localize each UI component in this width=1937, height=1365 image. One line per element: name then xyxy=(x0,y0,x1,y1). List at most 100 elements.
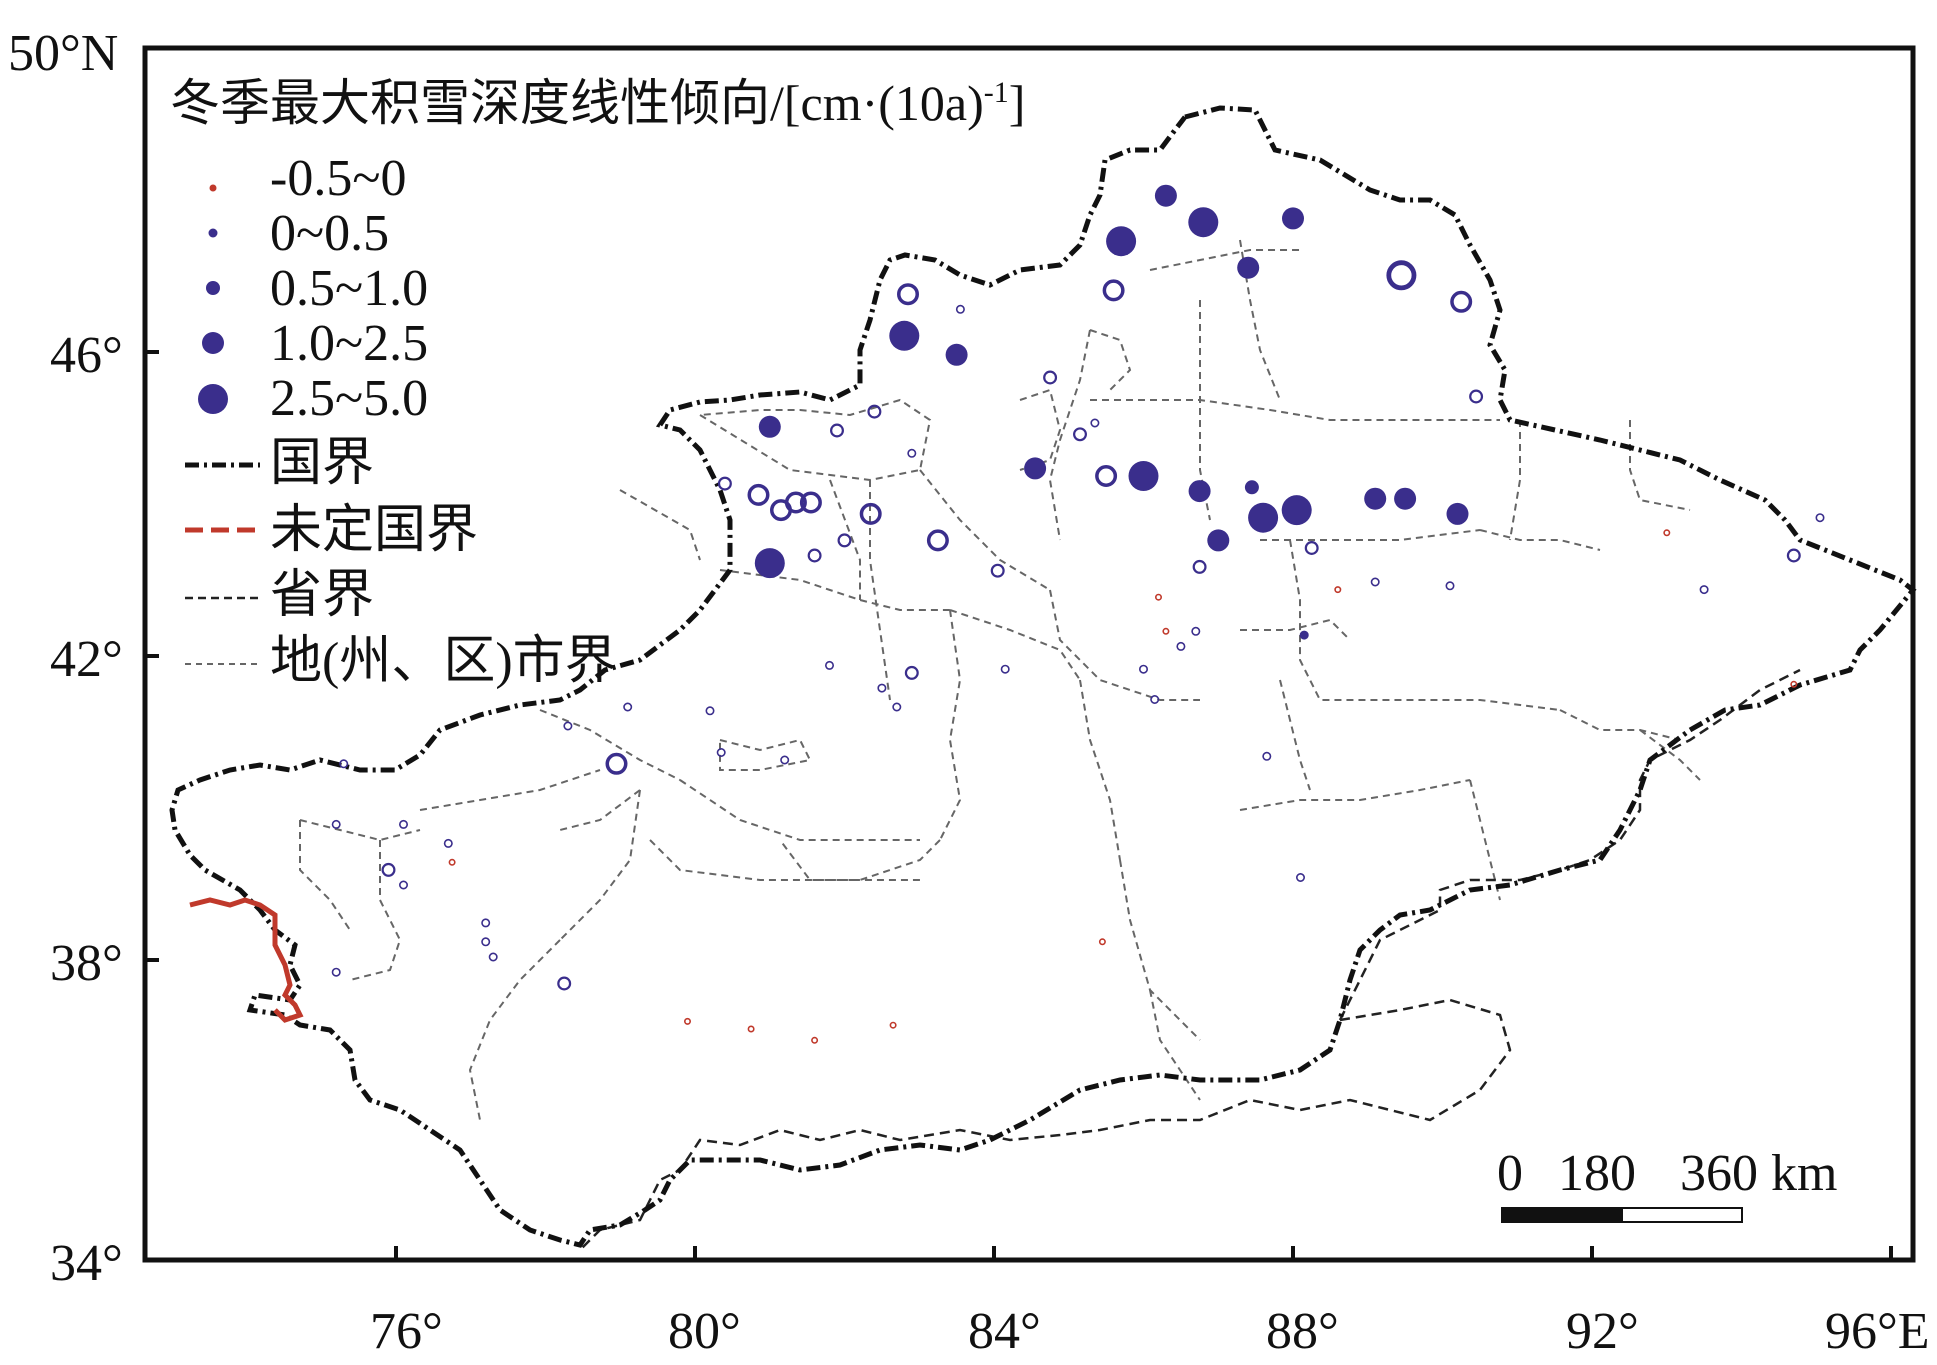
x-tick-92: 92° xyxy=(1566,1303,1639,1360)
legend-label-undetermined: 未定国界 xyxy=(270,502,478,559)
x-tick-76: 76° xyxy=(370,1303,443,1360)
station-marker xyxy=(807,548,822,563)
station-marker xyxy=(1815,513,1825,523)
station-marker xyxy=(481,918,491,928)
legend-marker-class-1 xyxy=(209,184,217,192)
station-marker xyxy=(339,759,349,769)
station-marker xyxy=(1237,256,1260,279)
station-marker xyxy=(897,283,919,306)
station-marker xyxy=(1244,480,1259,495)
station-marker xyxy=(705,706,715,716)
station-marker xyxy=(877,683,887,693)
scale-label-360: 360 km xyxy=(1680,1145,1837,1202)
station-marker xyxy=(784,491,807,514)
station-marker xyxy=(747,483,770,506)
legend-marker-class-2 xyxy=(208,228,218,238)
station-marker xyxy=(830,423,844,438)
station-marker xyxy=(747,1025,755,1033)
scale-bar-white xyxy=(1621,1207,1743,1223)
station-marker xyxy=(1162,627,1170,635)
station-marker xyxy=(1334,586,1342,594)
station-marker xyxy=(1296,872,1306,882)
station-marker xyxy=(717,476,732,491)
y-axis-labels: 50°N 46° 42° 38° 34° xyxy=(8,25,123,1292)
legend-marker-class-5 xyxy=(198,384,228,414)
station-marker xyxy=(1139,664,1149,674)
station-marker xyxy=(1150,694,1160,704)
scale-bar-black xyxy=(1501,1207,1623,1223)
undetermined-border xyxy=(189,897,304,1023)
station-marker xyxy=(907,448,917,458)
station-marker xyxy=(605,752,628,775)
station-marker xyxy=(945,343,968,366)
station-marker xyxy=(1024,457,1047,480)
map-frame xyxy=(142,45,1916,1263)
station-marker xyxy=(867,404,882,419)
station-marker xyxy=(1188,207,1219,238)
station-marker xyxy=(799,491,822,514)
station-marker xyxy=(1663,529,1671,537)
station-marker xyxy=(1000,664,1010,674)
station-marker xyxy=(1106,226,1137,257)
station-marker xyxy=(990,563,1005,578)
scale-label-180: 180 xyxy=(1558,1145,1636,1202)
station-marker xyxy=(557,976,572,991)
legend-label-class-2: 0~0.5 xyxy=(270,205,389,262)
legend-label-provincial: 省界 xyxy=(270,567,374,624)
station-marker xyxy=(331,819,341,829)
station-marker xyxy=(926,529,949,552)
station-marker xyxy=(1191,626,1201,636)
legend-marker-class-3 xyxy=(206,281,220,295)
station-marker xyxy=(1248,502,1279,533)
station-marker xyxy=(1386,260,1417,291)
station-marker xyxy=(1790,680,1798,688)
scale-label-0: 0 xyxy=(1497,1145,1523,1202)
station-marker xyxy=(1469,389,1484,404)
legend-label-prefecture: 地(州、区)市界 xyxy=(270,633,617,690)
station-marker xyxy=(1304,541,1319,555)
station-marker xyxy=(1192,559,1207,574)
x-tick-84: 84° xyxy=(968,1303,1041,1360)
station-marker xyxy=(955,304,965,314)
station-marker xyxy=(1154,184,1177,207)
station-marker xyxy=(1450,290,1473,313)
station-marker xyxy=(1128,461,1159,491)
station-marker xyxy=(1262,751,1272,761)
station-markers xyxy=(331,184,1825,1044)
station-marker xyxy=(758,415,781,438)
x-tick-96: 96°E xyxy=(1825,1303,1930,1360)
station-marker xyxy=(1176,641,1186,651)
legend-marker-class-4 xyxy=(202,332,224,354)
legend: 冬季最大积雪深度线性倾向/[cm·(10a)-1] -0.5~0 0~0.5 0… xyxy=(170,75,1025,690)
national-boundary xyxy=(169,105,1917,1248)
station-marker xyxy=(1699,585,1709,595)
station-marker xyxy=(1102,279,1125,302)
station-marker xyxy=(716,747,726,757)
station-marker xyxy=(859,502,882,525)
station-marker xyxy=(889,320,920,351)
station-marker xyxy=(331,967,341,977)
station-marker xyxy=(1207,529,1230,552)
provincial-boundary xyxy=(579,668,1801,1251)
station-marker xyxy=(1281,495,1312,526)
station-marker xyxy=(1188,480,1211,503)
station-marker xyxy=(837,533,852,548)
station-marker xyxy=(754,548,785,579)
y-tick-34: 34° xyxy=(50,1235,123,1292)
station-marker xyxy=(1394,487,1417,510)
station-marker xyxy=(1043,370,1058,385)
station-marker xyxy=(623,702,633,712)
station-marker xyxy=(1364,487,1387,510)
station-marker xyxy=(1282,207,1304,230)
y-tick-42: 42° xyxy=(50,631,123,688)
station-marker xyxy=(563,721,573,731)
x-tick-80: 80° xyxy=(668,1303,741,1360)
y-tick-46: 46° xyxy=(50,327,123,384)
station-marker xyxy=(1155,593,1163,601)
station-marker xyxy=(481,937,491,947)
station-marker xyxy=(780,755,790,765)
station-marker xyxy=(1090,418,1100,428)
legend-label-class-1: -0.5~0 xyxy=(270,150,406,207)
